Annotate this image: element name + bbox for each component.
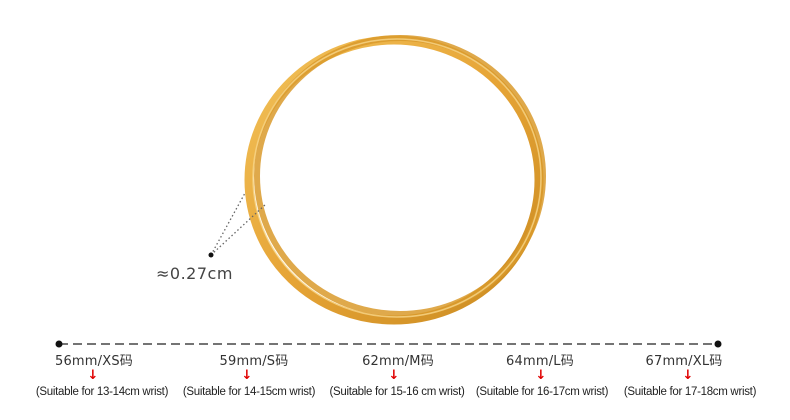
arrow-down-icon: ↓ — [535, 368, 547, 383]
thickness-pointer — [208, 192, 267, 258]
size-label: 67mm/XL码 — [645, 354, 723, 369]
size-scale-line — [55, 340, 722, 348]
arrow-down-icon: ↓ — [241, 368, 253, 383]
thickness-label: ≈0.27cm — [156, 264, 233, 283]
arrow-down-icon: ↓ — [87, 368, 99, 383]
scale-start-dot — [55, 340, 63, 348]
wrist-note: (Suitable for 15-16 cm wrist) — [329, 386, 465, 398]
bangle-image — [244, 35, 546, 325]
arrow-down-icon: ↓ — [682, 368, 694, 383]
wrist-note: (Suitable for 13-14cm wrist) — [35, 386, 169, 398]
wrist-note: (Suitable for 17-18cm wrist) — [623, 386, 757, 398]
size-label: 64mm/L码 — [506, 354, 574, 369]
wrist-note: (Suitable for 16-17cm wrist) — [475, 386, 609, 398]
size-label: 59mm/S码 — [219, 354, 289, 369]
arrow-down-icon: ↓ — [388, 368, 400, 383]
scale-end-dot — [714, 340, 722, 348]
size-label: 56mm/XS码 — [54, 354, 134, 369]
size-label: 62mm/M码 — [362, 354, 434, 369]
wrist-note: (Suitable for 14-15cm wrist) — [182, 386, 316, 398]
